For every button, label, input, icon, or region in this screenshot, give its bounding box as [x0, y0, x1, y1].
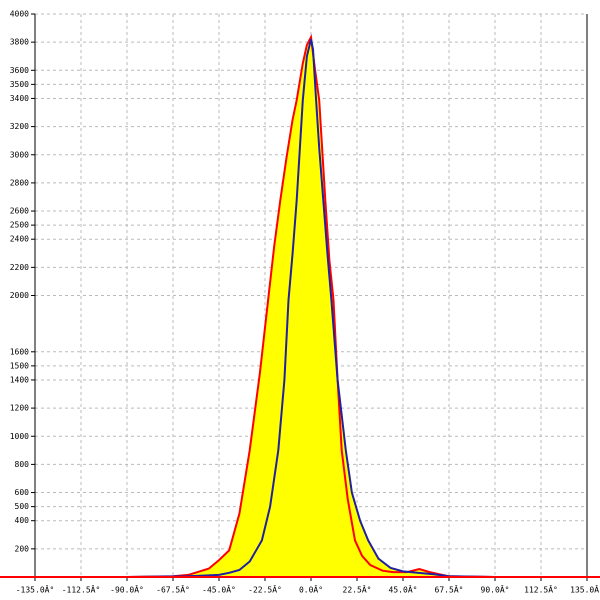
y-tick-label: 2800 [10, 178, 29, 187]
fills [127, 37, 495, 578]
axes: 200 400 500 600 800 1000 1200 1400 1500 1600 2000 2… [0, 10, 600, 595]
y-tick-label: 3400 [10, 94, 29, 103]
y-tick-label: 1000 [10, 432, 29, 441]
x-tick-label: 22.5Â° [343, 584, 372, 595]
y-tick-label: 1200 [10, 404, 29, 413]
y-tick-label: 400 [15, 516, 30, 525]
y-tick-label: 200 [15, 544, 30, 553]
y-tick-label: 3000 [10, 150, 29, 159]
x-tick-label: -90.0Â° [110, 584, 144, 595]
y-tick-label: 3500 [10, 80, 29, 89]
y-tick-label: 2000 [10, 291, 29, 300]
x-tick-label: -135.0Â° [16, 584, 55, 595]
y-tick-label: 800 [15, 460, 30, 469]
y-tick-label: 1600 [10, 347, 29, 356]
y-tick-label: 4000 [10, 10, 29, 19]
y-tick-label: 2400 [10, 235, 29, 244]
lines [126, 33, 496, 578]
x-tick-label: 90.0Â° [481, 584, 510, 595]
y-tick-label: 3800 [10, 38, 29, 47]
x-tick-label: 67.5Â° [435, 584, 464, 595]
x-tick-label: 0.0Â° [299, 584, 323, 595]
y-tick-label: 2200 [10, 263, 29, 272]
y-tick-label: 2500 [10, 221, 29, 230]
y-tick-label: 2600 [10, 207, 29, 216]
y-tick-label: 1400 [10, 375, 29, 384]
x-tick-label: -112.5Â° [62, 584, 101, 595]
y-tick-label: 3200 [10, 122, 29, 131]
x-tick-label: 135.0Â° [570, 584, 600, 595]
x-tick-label: -45.0Â° [202, 584, 236, 595]
x-tick-label: 112.5Â° [524, 584, 558, 595]
y-tick-label: 600 [15, 488, 30, 497]
area [127, 39, 495, 578]
x-tick-label: 45.0Â° [389, 584, 418, 595]
y-tick-label: 500 [15, 502, 30, 511]
line [126, 39, 496, 578]
y-tick-label: 3600 [10, 66, 29, 75]
y-tick-label: 1500 [10, 361, 29, 370]
x-tick-label: -67.5Â° [156, 584, 190, 595]
x-tick-label: -22.5Â° [248, 584, 282, 595]
